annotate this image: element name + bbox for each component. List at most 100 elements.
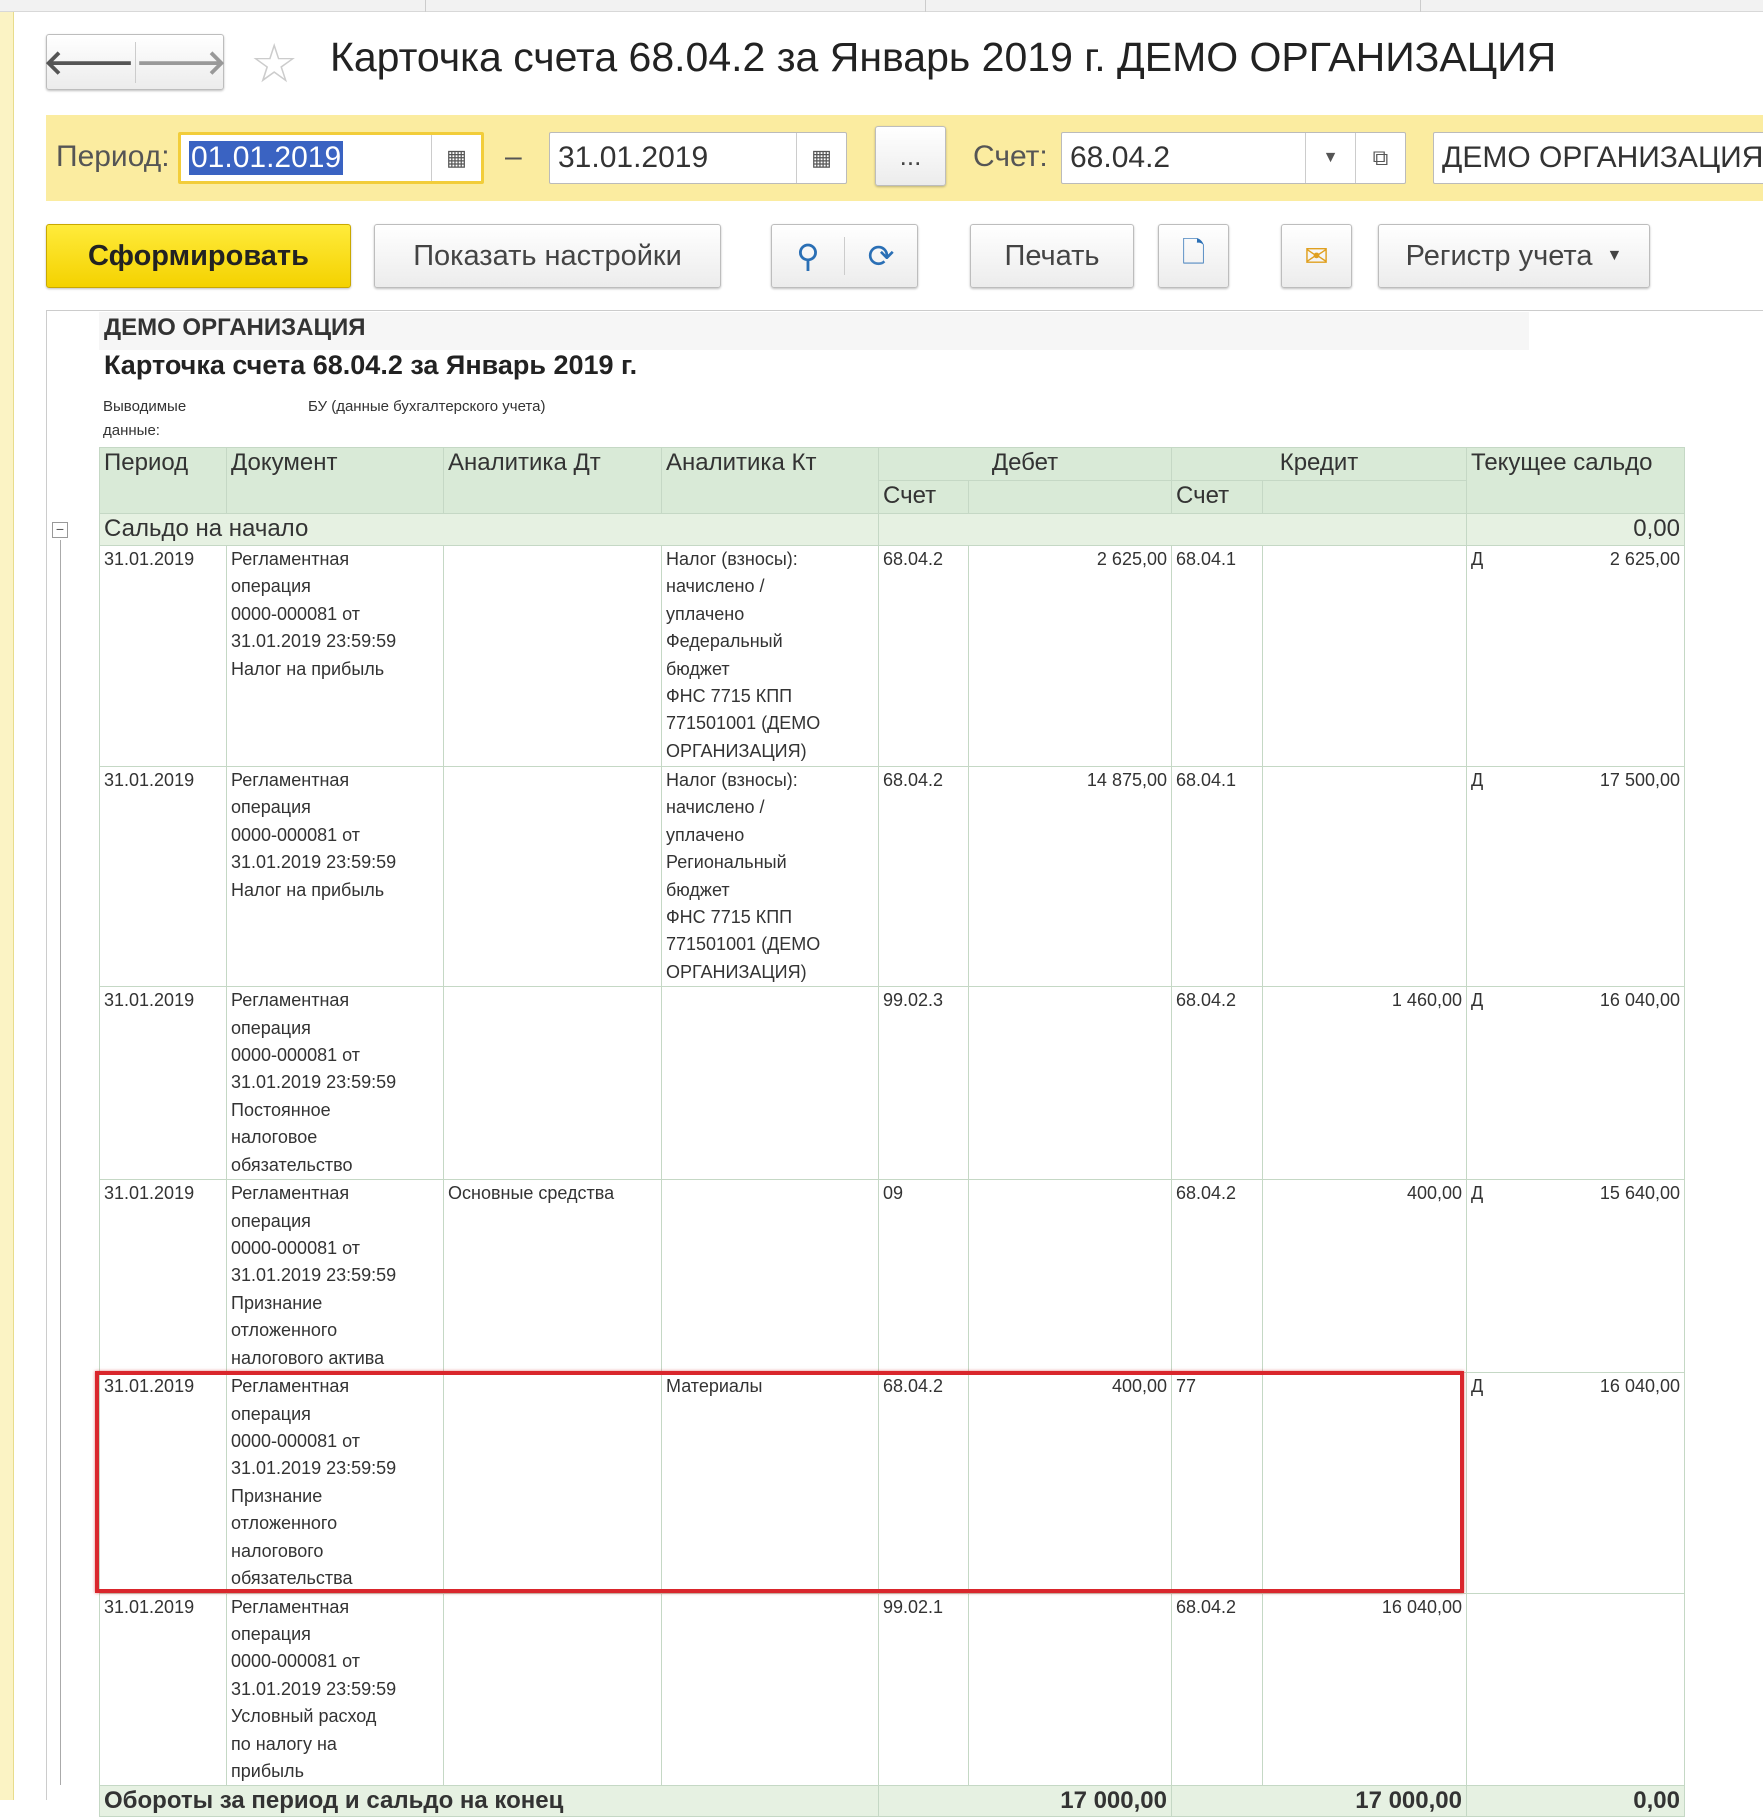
- cell-document: Регламентная операция 0000-000081 от 31.01.…: [226, 1592, 444, 1787]
- search-icon[interactable]: ⚲: [796, 238, 820, 274]
- cell-balance: Д 17 500,00: [1466, 765, 1685, 988]
- date-from-input[interactable]: 01.01.2019 ▦: [178, 132, 484, 184]
- cell-kt-sum: 400,00: [1262, 1179, 1467, 1374]
- cell-document-line: налоговое: [231, 1127, 318, 1148]
- cell-document-line: операция: [231, 576, 311, 597]
- cell-kt-account: 68.04.1: [1171, 765, 1263, 988]
- arrow-right-icon[interactable]: 🡒: [134, 41, 227, 83]
- star-icon[interactable]: ☆: [250, 34, 299, 94]
- cell-an-kt-line: Материалы: [666, 1376, 763, 1397]
- cell-kt-sum: [1262, 765, 1467, 988]
- cell-dt-sum: 2 625,00: [968, 545, 1172, 767]
- calendar-icon[interactable]: ▦: [431, 135, 481, 181]
- period-dash: –: [505, 140, 522, 173]
- totals-credit: 17 000,00: [1171, 1785, 1467, 1817]
- cell-document-line: 31.01.2019 23:59:59: [231, 1265, 397, 1286]
- register-button[interactable]: Регистр учета ▼: [1378, 224, 1650, 288]
- report-table: Период Документ Аналитика Дт Аналитика К…: [99, 447, 1685, 1817]
- col-period: Период: [99, 447, 227, 514]
- arrow-left-icon[interactable]: 🡐: [43, 43, 135, 82]
- cell-an-kt: [661, 986, 879, 1181]
- opening-balance-row: Сальдо на начало 0,00: [99, 513, 1685, 546]
- cell-an-kt-line: ФНС 7715 КПП: [666, 907, 793, 928]
- cell-an-kt-line: 771501001 (ДЕМО: [666, 713, 821, 734]
- cell-period: 31.01.2019: [99, 765, 227, 988]
- cell-document-line: налогового актива: [231, 1347, 385, 1368]
- cell-period: 31.01.2019: [99, 1179, 227, 1374]
- period-label: Период:: [56, 140, 170, 173]
- highlight-box: [95, 1371, 1464, 1593]
- register-label: Регистр учета: [1405, 239, 1593, 272]
- print-preview-icon[interactable]: 🗋: [1158, 224, 1229, 288]
- cell-kt-account: 68.04.2: [1171, 1592, 1263, 1787]
- table-row[interactable]: 31.01.2019 Регламентная операция 0000-00008…: [99, 1179, 1685, 1374]
- cell-kt-sum: 16 040,00: [1262, 1592, 1467, 1787]
- data-value: БУ (данные бухгалтерского учета): [308, 398, 546, 415]
- date-to-value: 31.01.2019: [558, 141, 709, 174]
- period-select-button[interactable]: ...: [875, 126, 946, 186]
- balance-side: Д: [1471, 1183, 1484, 1204]
- page-title: Карточка счета 68.04.2 за Январь 2019 г.…: [330, 34, 1557, 80]
- cell-an-kt: Налог (взносы): начислено / уплачено Федера…: [661, 545, 879, 767]
- cell-kt-sum: [1262, 1372, 1467, 1594]
- cell-an-dt: [443, 765, 662, 988]
- table-row[interactable]: 31.01.2019 Регламентная операция 0000-00008…: [99, 765, 1685, 988]
- cell-an-kt-line: ОРГАНИЗАЦИЯ): [666, 740, 807, 761]
- report-heading: Карточка счета 68.04.2 за Январь 2019 г.: [104, 350, 638, 380]
- cell-document-line: 0000-000081 от: [231, 1431, 360, 1452]
- cell-document: Регламентная операция 0000-000081 от 31.01.…: [226, 1372, 444, 1594]
- cell-an-kt-line: ОРГАНИЗАЦИЯ): [666, 961, 807, 982]
- chevron-down-icon[interactable]: ▼: [1305, 133, 1355, 183]
- cell-period: 31.01.2019: [99, 986, 227, 1181]
- cell-document-line: Регламентная: [231, 990, 350, 1011]
- cell-document-line: Регламентная: [231, 1183, 350, 1204]
- table-row[interactable]: 31.01.2019 Регламентная операция 0000-00008…: [99, 1592, 1685, 1787]
- search-group: ⚲ ⟳: [771, 224, 918, 288]
- cell-an-kt-line: Федеральный: [666, 631, 783, 652]
- col-credit: Кредит: [1171, 447, 1467, 481]
- cell-document-line: 31.01.2019 23:59:59: [231, 1072, 397, 1093]
- col-debit-sum: [968, 480, 1172, 514]
- print-button[interactable]: Печать: [970, 224, 1134, 288]
- mail-icon[interactable]: ✉: [1281, 224, 1352, 288]
- cell-period: 31.01.2019: [99, 545, 227, 767]
- search-next-icon[interactable]: ⟳: [844, 237, 917, 275]
- cell-document-line: Признание: [231, 1485, 323, 1506]
- table-row[interactable]: 31.01.2019 Регламентная операция 0000-00008…: [99, 986, 1685, 1181]
- organization-input[interactable]: ДЕМО ОРГАНИЗАЦИЯ: [1433, 132, 1763, 184]
- cell-an-kt-line: Налог (взносы):: [666, 549, 798, 569]
- report-header-band: [99, 312, 1529, 350]
- open-icon[interactable]: ⧉: [1355, 133, 1405, 183]
- cell-document-line: Налог на прибыль: [231, 879, 385, 900]
- report-area: [46, 310, 1763, 1800]
- cell-an-dt: [443, 1592, 662, 1787]
- cell-document-line: операция: [231, 1623, 311, 1644]
- cell-document-line: 31.01.2019 23:59:59: [231, 852, 397, 873]
- cell-document-line: прибыль: [231, 1760, 304, 1781]
- table-row[interactable]: 31.01.2019 Регламентная операция 0000-00008…: [99, 1372, 1685, 1594]
- cell-document-line: 0000-000081 от: [231, 1238, 360, 1259]
- table-row[interactable]: 31.01.2019 Регламентная операция 0000-00008…: [99, 545, 1685, 767]
- cell-document-line: 31.01.2019 23:59:59: [231, 631, 397, 652]
- calendar-icon[interactable]: ▦: [796, 133, 846, 183]
- cell-dt-account: 68.04.2: [878, 765, 969, 988]
- nav-buttons: 🡐 🡒: [43, 34, 227, 90]
- opening-empty: [878, 513, 1467, 546]
- cell-document-line: 0000-000081 от: [231, 1045, 360, 1066]
- cell-an-kt-line: ФНС 7715 КПП: [666, 686, 793, 707]
- col-credit-sum: [1262, 480, 1467, 514]
- cell-kt-account: 77: [1171, 1372, 1263, 1594]
- show-settings-button[interactable]: Показать настройки: [374, 224, 721, 288]
- cell-an-kt-line: начислено /: [666, 576, 765, 597]
- balance-value: 17 500,00: [1599, 770, 1680, 790]
- cell-document: Регламентная операция 0000-000081 от 31.01.…: [226, 765, 444, 988]
- account-input[interactable]: 68.04.2 ▼ ⧉: [1061, 132, 1406, 184]
- left-panel-strip: [0, 12, 14, 1800]
- cell-document-line: Условный расход: [231, 1706, 377, 1727]
- cell-an-dt: [443, 986, 662, 1181]
- generate-button[interactable]: Сформировать: [46, 224, 351, 288]
- balance-side: Д: [1471, 990, 1484, 1011]
- date-to-input[interactable]: 31.01.2019 ▦: [549, 132, 847, 184]
- collapse-icon[interactable]: −: [52, 522, 68, 538]
- cell-kt-sum: [1262, 545, 1467, 767]
